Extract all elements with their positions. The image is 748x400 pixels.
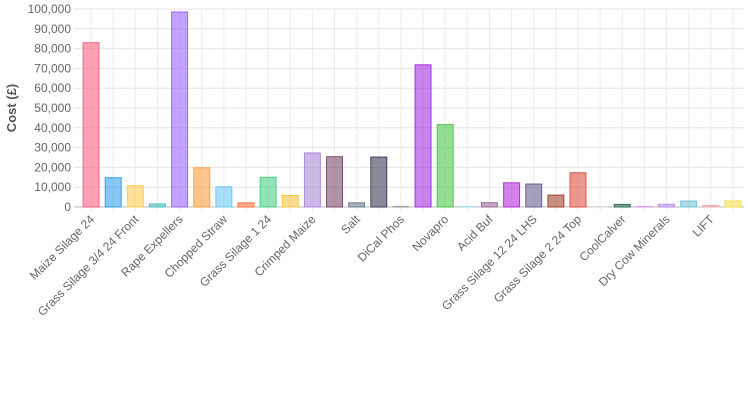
bar[interactable] — [215, 186, 233, 208]
bar[interactable] — [303, 152, 321, 208]
y-axis-ticks: 0 10,000 20,000 30,000 40,000 50,000 60,000 70,… — [28, 2, 72, 214]
bar[interactable] — [193, 167, 211, 208]
bar[interactable] — [658, 203, 676, 208]
bar[interactable] — [525, 183, 543, 208]
y-tick-label: 70,000 — [34, 61, 71, 75]
bar[interactable] — [126, 185, 144, 208]
bar[interactable] — [724, 200, 742, 208]
bar[interactable] — [281, 195, 299, 208]
bar[interactable] — [702, 204, 720, 208]
x-tick-label: Grass Silage 2 24 Top — [491, 212, 584, 305]
y-tick-label: 100,000 — [28, 2, 72, 16]
x-tick-label: Novapro — [409, 212, 451, 254]
x-tick-label: Salt — [338, 212, 363, 237]
x-tick-label: LIFT — [690, 212, 718, 240]
bar[interactable] — [503, 182, 521, 208]
bar[interactable] — [370, 156, 388, 208]
y-tick-label: 20,000 — [34, 160, 71, 174]
bar[interactable] — [613, 203, 631, 208]
bar[interactable] — [348, 202, 366, 208]
bar[interactable] — [326, 156, 344, 208]
y-tick-label: 10,000 — [34, 180, 71, 194]
y-tick-label: 80,000 — [34, 42, 71, 56]
y-tick-label: 30,000 — [34, 141, 71, 155]
y-tick-label: 60,000 — [34, 81, 71, 95]
y-axis-label: Cost (£) — [4, 84, 19, 132]
y-tick-label: 0 — [64, 200, 71, 214]
bar[interactable] — [569, 172, 587, 208]
bar[interactable] — [480, 202, 498, 208]
y-tick-label: 90,000 — [34, 22, 71, 36]
bar[interactable] — [414, 64, 432, 208]
bars — [82, 11, 742, 208]
bar[interactable] — [547, 194, 565, 208]
x-tick-label: DiCal Phos — [355, 212, 407, 264]
bar[interactable] — [171, 11, 189, 208]
bar[interactable] — [259, 176, 277, 208]
bar[interactable] — [436, 124, 454, 208]
x-tick-label: Acid Buf — [454, 212, 496, 254]
bar[interactable] — [680, 200, 698, 208]
bar[interactable] — [237, 202, 255, 208]
bar[interactable] — [392, 205, 410, 208]
bar[interactable] — [82, 42, 100, 208]
bar[interactable] — [148, 203, 166, 208]
bar[interactable] — [104, 177, 122, 208]
y-tick-label: 40,000 — [34, 121, 71, 135]
y-tick-label: 50,000 — [34, 101, 71, 115]
